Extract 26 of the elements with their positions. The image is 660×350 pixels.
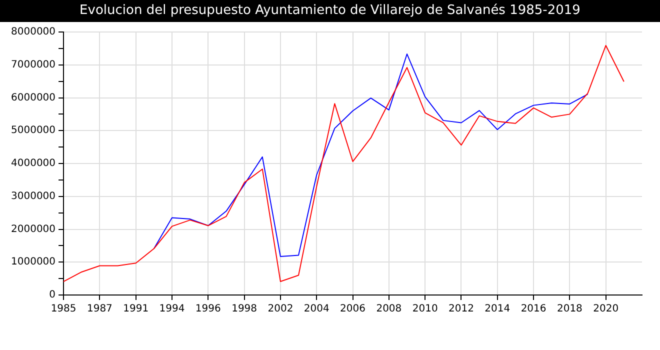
y-tick-label: 0	[49, 290, 56, 301]
y-tick-label: 4000000	[10, 158, 56, 170]
y-tick-label: 1000000	[10, 256, 56, 268]
x-tick-label: 1996	[195, 304, 221, 315]
x-tick-label: 2018	[556, 304, 582, 315]
x-tick-label: 2006	[340, 304, 366, 315]
x-tick-label: 1985	[50, 304, 76, 315]
y-tick-label: 2000000	[10, 224, 56, 235]
x-tick-label: 2010	[412, 304, 438, 315]
x-tick-label: 1998	[232, 304, 258, 315]
y-tick-label: 6000000	[10, 92, 56, 104]
y-tick-label: 7000000	[10, 59, 56, 70]
x-tick-label: 1987	[86, 304, 112, 315]
x-tick-label: 1994	[159, 304, 185, 315]
x-tick-label: 2016	[520, 304, 546, 315]
y-tick-label: 5000000	[10, 125, 56, 136]
y-tick-label: 8000000	[10, 26, 56, 38]
x-tick-label: 2014	[484, 304, 510, 315]
x-tick-label: 2008	[376, 304, 402, 315]
x-tick-label: 1991	[123, 304, 149, 315]
x-tick-label: 2004	[304, 304, 330, 315]
x-tick-label: 2002	[268, 304, 294, 315]
y-tick-label: 3000000	[10, 190, 56, 202]
x-tick-label: 2020	[593, 304, 619, 315]
x-tick-label: 2012	[448, 304, 474, 315]
chart-title: Evolucion del presupuesto Ayuntamiento de Villarejo de Salvanés 1985-2019	[0, 0, 660, 22]
